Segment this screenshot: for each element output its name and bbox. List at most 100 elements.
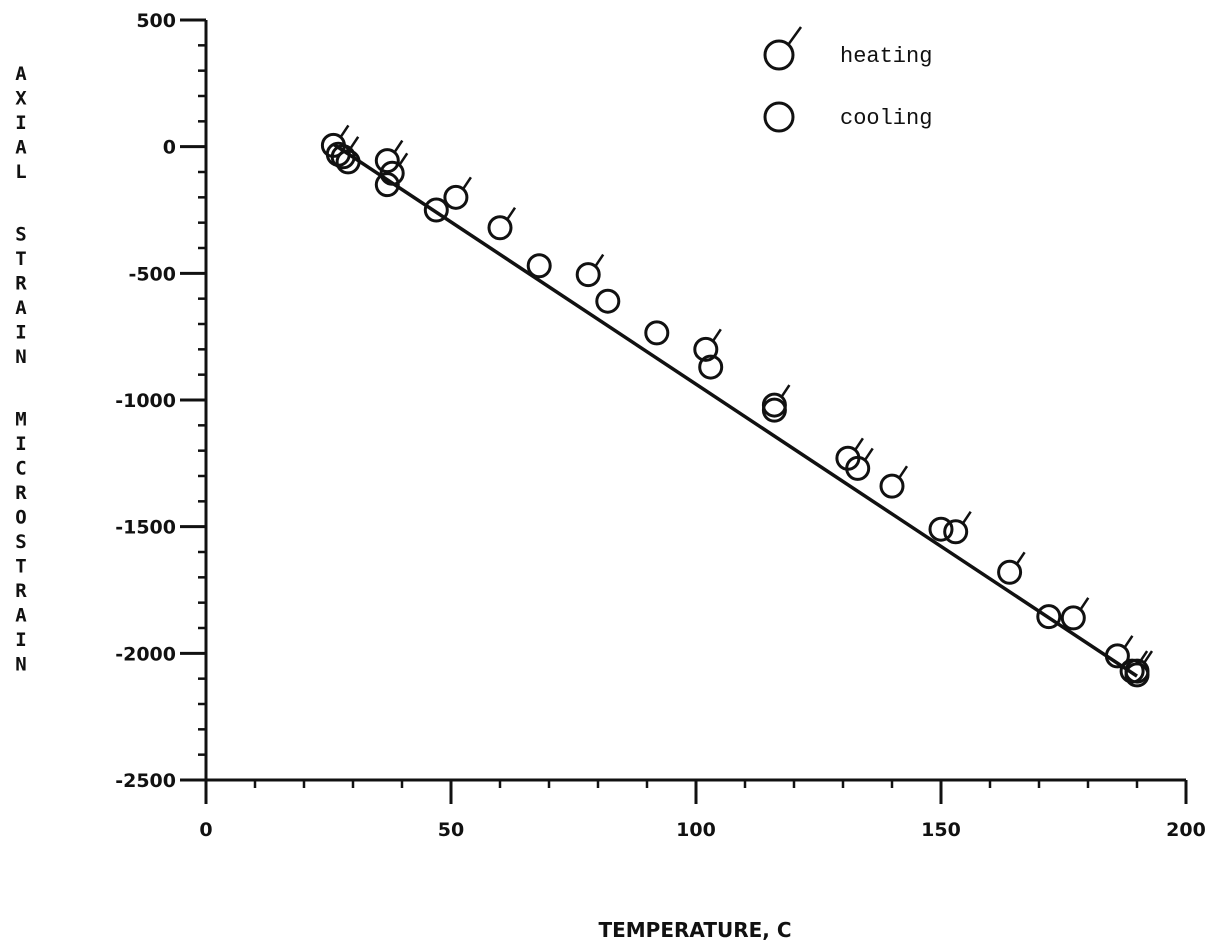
cooling-point	[698, 354, 724, 380]
data-points-layer	[320, 124, 1154, 688]
y-tick-label: 500	[136, 10, 176, 32]
heating-marker-flag	[961, 511, 972, 525]
heating-point	[443, 176, 472, 210]
heating-marker-flag	[780, 384, 791, 398]
heating-marker-flag	[1123, 635, 1134, 649]
legend-marker-flag	[786, 26, 803, 46]
y-title-letter: S	[15, 224, 26, 246]
heating-marker-circle	[379, 160, 405, 186]
y-tick-label: 0	[163, 137, 176, 159]
heating-marker-flag	[1015, 551, 1026, 565]
y-title-letter: N	[15, 346, 26, 368]
heating-point	[374, 139, 404, 174]
y-title-letter: T	[15, 556, 26, 578]
legend-item-cooling: cooling	[763, 101, 932, 133]
heating-marker-flag	[594, 253, 605, 268]
y-title-letter: N	[15, 654, 26, 676]
legend-label: heating	[840, 44, 932, 69]
legend-marker	[763, 39, 795, 71]
y-title-letter: R	[15, 482, 27, 504]
heating-marker-flag	[339, 124, 350, 139]
heating-marker-flag	[505, 207, 517, 221]
heating-point	[943, 511, 972, 545]
y-title-letter: C	[15, 458, 26, 480]
y-title-letter: T	[15, 248, 26, 270]
heating-marker-circle	[374, 148, 400, 174]
heating-marker-flag	[1142, 650, 1154, 664]
heating-marker-flag	[897, 465, 909, 479]
heating-point	[879, 465, 909, 499]
heating-point	[379, 152, 409, 186]
y-title-letter: A	[15, 297, 27, 319]
y-tick-label: -2500	[115, 770, 176, 792]
heating-marker-flag	[461, 176, 472, 191]
y-title-letter: I	[15, 433, 26, 455]
heating-marker-circle	[879, 473, 905, 499]
heating-marker-circle	[943, 519, 969, 545]
heating-point	[845, 447, 874, 481]
heating-marker-circle	[845, 455, 871, 481]
heating-point	[575, 253, 605, 288]
cooling-point	[374, 172, 400, 198]
cooling-point	[335, 149, 361, 175]
cooling-point	[526, 253, 552, 279]
heating-marker-flag	[853, 437, 864, 451]
heating-marker-circle	[997, 559, 1023, 585]
y-title-letter: L	[15, 161, 26, 183]
y-title-letter: A	[15, 605, 27, 627]
cooling-point	[928, 516, 954, 542]
heating-point	[997, 551, 1026, 585]
cooling-point	[423, 197, 449, 223]
x-axis-title: TEMPERATURE, C	[598, 918, 791, 942]
x-tick-label: 100	[676, 819, 716, 841]
y-title-letter: S	[15, 531, 26, 553]
legend: heating cooling	[763, 26, 932, 133]
heating-marker-flag	[863, 447, 874, 462]
fit-line-layer	[332, 142, 1138, 678]
cooling-point	[1124, 662, 1150, 688]
cooling-point	[761, 397, 787, 423]
cooling-point	[595, 288, 621, 314]
plot-axes: 500 0 -500 -1000 -1500 -2000 -2500 0 50 100 150 200	[115, 10, 1206, 841]
heating-point	[1104, 635, 1134, 669]
heating-marker-circle	[575, 262, 601, 288]
y-title-letter: I	[15, 322, 26, 344]
heating-marker-flag	[349, 136, 360, 150]
y-title-letter: A	[15, 63, 27, 85]
heating-marker-circle	[443, 184, 469, 210]
x-tick-label: 50	[438, 819, 464, 841]
y-tick-label: -2000	[115, 643, 176, 665]
y-tick-label: -500	[128, 263, 176, 285]
cooling-point	[1036, 604, 1062, 630]
x-tick-label: 150	[921, 819, 961, 841]
heating-marker-flag	[398, 152, 409, 166]
legend-item-heating: heating	[763, 26, 932, 71]
heating-marker-circle	[487, 215, 513, 241]
y-title-letter: M	[15, 409, 26, 431]
y-title-letter: A	[15, 137, 27, 159]
y-title-letter: I	[15, 112, 26, 134]
y-title-letter: I	[15, 629, 26, 651]
heating-marker-circle	[693, 336, 719, 362]
heating-marker-flag	[711, 328, 722, 343]
heating-point	[1060, 597, 1090, 631]
heating-marker-circle	[1060, 605, 1086, 631]
heating-marker-flag	[393, 139, 404, 154]
legend-label: cooling	[840, 106, 932, 131]
y-title-letter: R	[15, 273, 27, 295]
x-tick-label: 200	[1166, 819, 1206, 841]
x-tick-label: 0	[199, 819, 212, 841]
y-title-letter: X	[15, 88, 27, 110]
heating-marker-circle	[1104, 643, 1130, 669]
fit-line	[332, 142, 1138, 678]
y-title-letter: O	[15, 507, 26, 529]
legend-marker	[763, 101, 795, 133]
heating-point	[693, 328, 722, 362]
heating-point	[835, 437, 864, 471]
cooling-point	[644, 320, 670, 346]
